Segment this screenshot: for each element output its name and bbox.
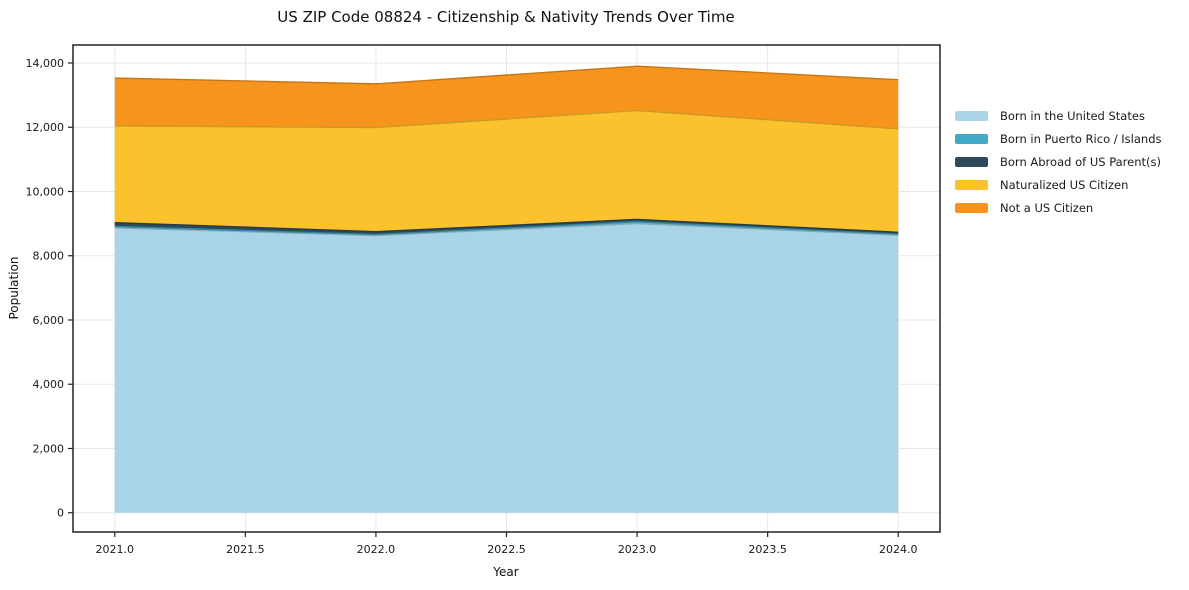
area-series-naturalized-us-citizen [114,110,899,233]
legend-item: Not a US Citizen [955,196,1162,219]
x-tick-label: 2022.0 [357,543,396,556]
legend-item-label: Born Abroad of US Parent(s) [1000,154,1161,169]
legend-swatch [955,110,988,121]
x-axis-label: Year [493,565,519,579]
y-tick-label: 2,000 [33,442,65,455]
area-top-edge [114,109,899,130]
y-tick-label: 14,000 [26,57,65,70]
x-tick-label: 2023.5 [748,543,787,556]
legend-item-label: Born in Puerto Rico / Islands [1000,131,1162,146]
area-top-edge [114,218,899,233]
legend-swatch [955,156,988,167]
chart-title: US ZIP Code 08824 - Citizenship & Nativi… [277,8,735,26]
legend-item: Naturalized US Citizen [955,173,1162,196]
legend-swatch [955,179,988,190]
legend-swatch [955,202,988,213]
legend-item-label: Not a US Citizen [1000,200,1094,215]
legend-item-label: Naturalized US Citizen [1000,177,1129,192]
area-top-edge [114,65,899,85]
y-tick-label: 12,000 [26,121,65,134]
y-tick-label: 8,000 [33,250,65,263]
y-tick-label: 10,000 [26,185,65,198]
legend: Born in the United States Born in Puerto … [955,104,1162,219]
area-top-edge [114,220,899,236]
x-tick-label: 2023.0 [618,543,657,556]
y-tick-label: 0 [57,507,64,520]
x-tick-label: 2021.0 [96,543,135,556]
legend-item: Born in Puerto Rico / Islands [955,127,1162,150]
area-series-born-in-the-united-states [114,223,899,513]
legend-item: Born in the United States [955,104,1162,127]
y-axis-label: Population [7,256,21,320]
legend-item: Born Abroad of US Parent(s) [955,150,1162,173]
x-tick-label: 2024.0 [879,543,918,556]
area-series-not-a-us-citizen [114,66,899,129]
legend-item-label: Born in the United States [1000,108,1145,123]
y-tick-label: 6,000 [33,314,65,327]
area-top-edge [114,222,899,237]
x-tick-label: 2021.5 [226,543,265,556]
y-tick-label: 4,000 [33,378,65,391]
x-tick-label: 2022.5 [487,543,526,556]
legend-swatch [955,133,988,144]
